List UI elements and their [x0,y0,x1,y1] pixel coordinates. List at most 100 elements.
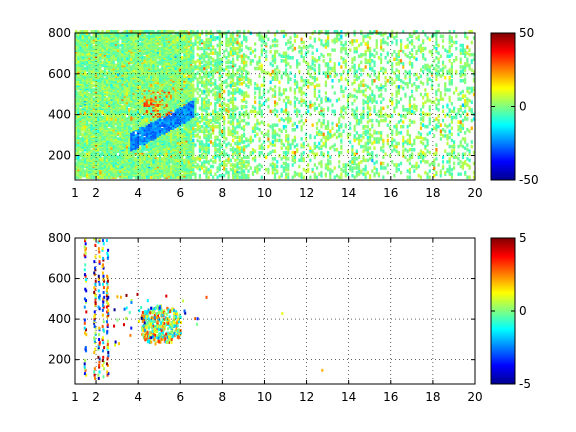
heatmap-cell [147,147,151,152]
heatmap-cell [152,74,155,78]
heatmap-cell [154,111,157,115]
heatmap-cell [79,108,82,112]
heatmap-cell [214,117,217,121]
heatmap-cell [147,63,151,68]
heatmap-cell [170,105,173,109]
heatmap-cell [121,89,124,94]
heatmap-cell [123,54,126,59]
heatmap-cell [198,46,201,51]
heatmap-cell [165,123,168,127]
heatmap-cell [201,161,204,166]
heatmap-cell [152,152,155,157]
heatmap-cell [103,146,106,150]
heatmap-cell [214,155,217,160]
heatmap-cell [83,66,87,71]
heatmap-cell [185,121,188,126]
heatmap-cell [178,60,182,65]
heatmap-cell [209,34,213,39]
heatmap-cell [156,68,159,72]
heatmap-cell [75,57,78,62]
heatmap-cell [75,172,78,176]
heatmap-cell [110,83,113,88]
heatmap-cell [192,54,195,59]
heatmap-cell [159,42,162,46]
heatmap-cell [75,161,78,166]
heatmap-cell [86,140,89,144]
heatmap-cell [75,66,78,71]
heatmap-cell [201,105,204,109]
heatmap-cell [132,109,135,114]
heatmap-cell [192,123,195,127]
heatmap-cell [128,120,131,124]
heatmap-cell [145,109,148,114]
heatmap-cell [205,69,208,74]
heatmap-cells-top [75,30,476,179]
heatmap-cell [139,158,142,163]
heatmap-cell [97,157,100,161]
heatmap-cell [207,118,210,123]
heatmap-cell [150,30,153,34]
heatmap-cell [214,150,217,155]
heatmap-cell [167,49,171,54]
heatmap-cell [174,137,177,141]
heatmap-cell [159,126,162,130]
heatmap-cell [196,155,199,160]
heatmap-cell [128,124,131,129]
heatmap-cell [112,63,115,68]
heatmap-cell [112,114,115,118]
heatmap-cell [192,167,195,172]
heatmap-cell [150,175,153,179]
heatmap-cell [139,65,142,69]
heatmap-cell [216,85,219,89]
heatmap-cell [170,132,173,137]
heatmap-cell [125,106,129,111]
heatmap-cell [203,143,206,147]
heatmap-cell [218,71,221,75]
heatmap-cell [103,77,106,81]
heatmap-cell [130,167,133,172]
heatmap-cell [97,88,100,92]
heatmap-cell [214,95,217,100]
heatmap-cell [143,109,146,114]
heatmap-cell [205,100,208,104]
heatmap-cell [212,175,215,179]
heatmap-cell [170,86,173,91]
heatmap-cell [196,91,199,95]
heatmap-cell [183,123,186,127]
heatmap-cell [154,131,157,135]
heatmap-cell [207,106,210,111]
heatmap-cell [145,82,148,86]
heatmap-cell [99,85,102,89]
heatmap-cell [196,65,199,69]
heatmap-cell [218,83,221,88]
heatmap-cell [108,91,111,95]
heatmap-cell [117,117,120,121]
heatmap-cell [194,117,197,121]
heatmap-cell [114,91,117,95]
heatmap-cell [170,175,173,179]
heatmap-cell [198,88,201,92]
heatmap-cell [117,164,120,169]
heatmap-cell [209,118,213,123]
heatmap-cell [97,129,100,134]
heatmap-cell [145,34,148,39]
heatmap-cell [203,74,206,78]
heatmap-cell [141,108,144,112]
heatmap-cell [83,39,87,43]
heatmap-cell [209,135,213,140]
heatmap-cell [83,160,87,164]
heatmap-cell [83,106,87,111]
heatmap-cell [114,30,117,34]
heatmap-cell [97,170,100,175]
heatmap-cell [205,172,208,176]
heatmap-cell [130,170,133,175]
heatmap-cell [192,72,195,77]
heatmap-cell [196,40,199,45]
heatmap-cell [117,57,120,62]
heatmap-cell [145,172,148,176]
heatmap-cell [88,83,91,88]
heatmap-cell [196,45,199,49]
heatmap-cell [110,30,113,34]
heatmap-cell [156,106,159,111]
heatmap-cell [178,52,182,57]
